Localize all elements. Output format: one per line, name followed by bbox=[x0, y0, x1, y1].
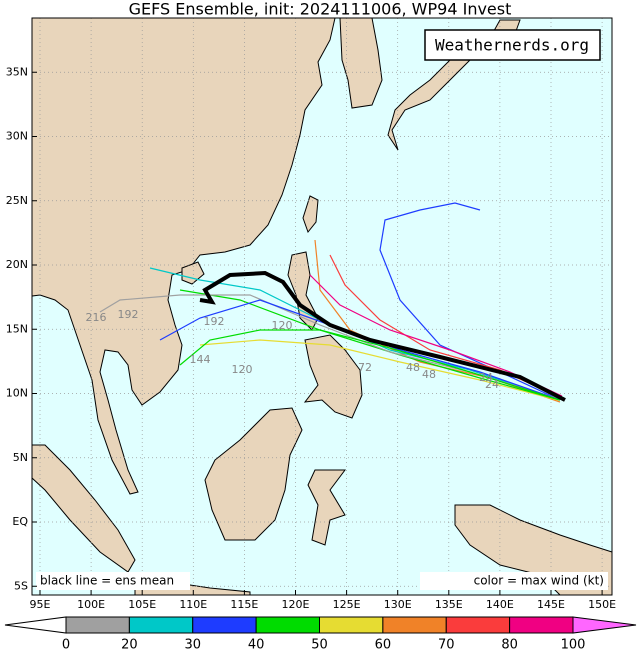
colorbar-label: 100 bbox=[561, 638, 586, 653]
lon-label: 135E bbox=[435, 598, 463, 611]
hour-label: 24 bbox=[479, 371, 493, 384]
asia-mainland bbox=[31, 17, 336, 495]
lat-label: 5S bbox=[14, 579, 28, 592]
watermark-box bbox=[424, 29, 601, 61]
colorbar-segment bbox=[128, 616, 194, 634]
colorbar-label: 20 bbox=[121, 638, 138, 653]
taiwan bbox=[302, 195, 319, 234]
watermark: Weathernerds.org bbox=[435, 36, 589, 55]
legend-box bbox=[420, 572, 608, 590]
lon-label: 125E bbox=[333, 598, 361, 611]
colorbar-label: 70 bbox=[438, 638, 455, 653]
hour-label: 48 bbox=[422, 368, 436, 381]
member-track bbox=[179, 289, 561, 401]
lat-label: 35N bbox=[6, 65, 28, 78]
sumatra bbox=[31, 444, 136, 573]
hour-label: 144 bbox=[190, 353, 211, 366]
member-track bbox=[379, 202, 561, 401]
legend-mean: black line = ens mean bbox=[40, 574, 174, 588]
member-track bbox=[99, 294, 557, 399]
hour-label: 192 bbox=[204, 315, 225, 328]
hour-label: 120 bbox=[232, 363, 253, 376]
hour-label: 72 bbox=[358, 361, 372, 374]
lat-label: EQ bbox=[12, 515, 28, 528]
colorbar-under bbox=[4, 616, 67, 634]
colorbar-label: 40 bbox=[248, 638, 265, 653]
sulawesi bbox=[307, 469, 346, 546]
hour-label: 120 bbox=[272, 319, 293, 332]
member-track bbox=[199, 339, 559, 401]
colorbar-segment bbox=[65, 616, 130, 634]
lon-label: 120E bbox=[282, 598, 310, 611]
hour-labels: 216 192 192 144 120 120 72 48 48 24 24 bbox=[86, 308, 500, 391]
colorbar-label: 30 bbox=[184, 638, 201, 653]
legend-box bbox=[36, 572, 190, 590]
lat-label: 5N bbox=[13, 451, 28, 464]
lat-label: 15N bbox=[6, 322, 28, 335]
hour-label: 24 bbox=[485, 378, 499, 391]
member-track bbox=[179, 329, 561, 401]
colorbar-segment bbox=[255, 616, 320, 634]
lon-label: 95E bbox=[30, 598, 51, 611]
colorbar-segment bbox=[319, 616, 384, 634]
lon-label: 105E bbox=[128, 598, 156, 611]
legend-color: color = max wind (kt) bbox=[474, 574, 604, 588]
hour-label: 48 bbox=[406, 361, 420, 374]
lon-label: 145E bbox=[537, 598, 565, 611]
borneo bbox=[204, 407, 303, 541]
colorbar-over bbox=[572, 616, 637, 634]
lon-label: 100E bbox=[77, 598, 105, 611]
colorbar-label: 80 bbox=[501, 638, 518, 653]
lon-label: 115E bbox=[230, 598, 258, 611]
colorbar-segment bbox=[382, 616, 447, 634]
colorbar-label: 60 bbox=[375, 638, 392, 653]
hour-label: 192 bbox=[118, 308, 139, 321]
land bbox=[31, 17, 613, 596]
colorbar-segment bbox=[192, 616, 257, 634]
lat-label: 20N bbox=[6, 258, 28, 271]
hour-label: 216 bbox=[86, 311, 107, 324]
title: GEFS Ensemble, init: 2024111006, WP94 In… bbox=[129, 0, 512, 19]
lon-label: 130E bbox=[384, 598, 412, 611]
lat-label: 10N bbox=[6, 387, 28, 400]
colorbar-segment bbox=[509, 616, 574, 634]
colorbar-segment bbox=[445, 616, 511, 634]
lat-label: 25N bbox=[6, 194, 28, 207]
colorbar: 0 20 30 40 50 60 70 80 100 bbox=[4, 616, 637, 653]
map-frame bbox=[31, 17, 613, 596]
korea bbox=[339, 17, 383, 109]
colorbar-label: 0 bbox=[62, 638, 70, 653]
colorbar-label: 50 bbox=[311, 638, 328, 653]
lon-label: 150E bbox=[588, 598, 616, 611]
lon-label: 140E bbox=[486, 598, 514, 611]
lon-label: 110E bbox=[179, 598, 207, 611]
lat-label: 30N bbox=[6, 130, 28, 143]
ensemble-mean-track bbox=[199, 270, 566, 402]
ensemble-tracks bbox=[99, 202, 566, 403]
